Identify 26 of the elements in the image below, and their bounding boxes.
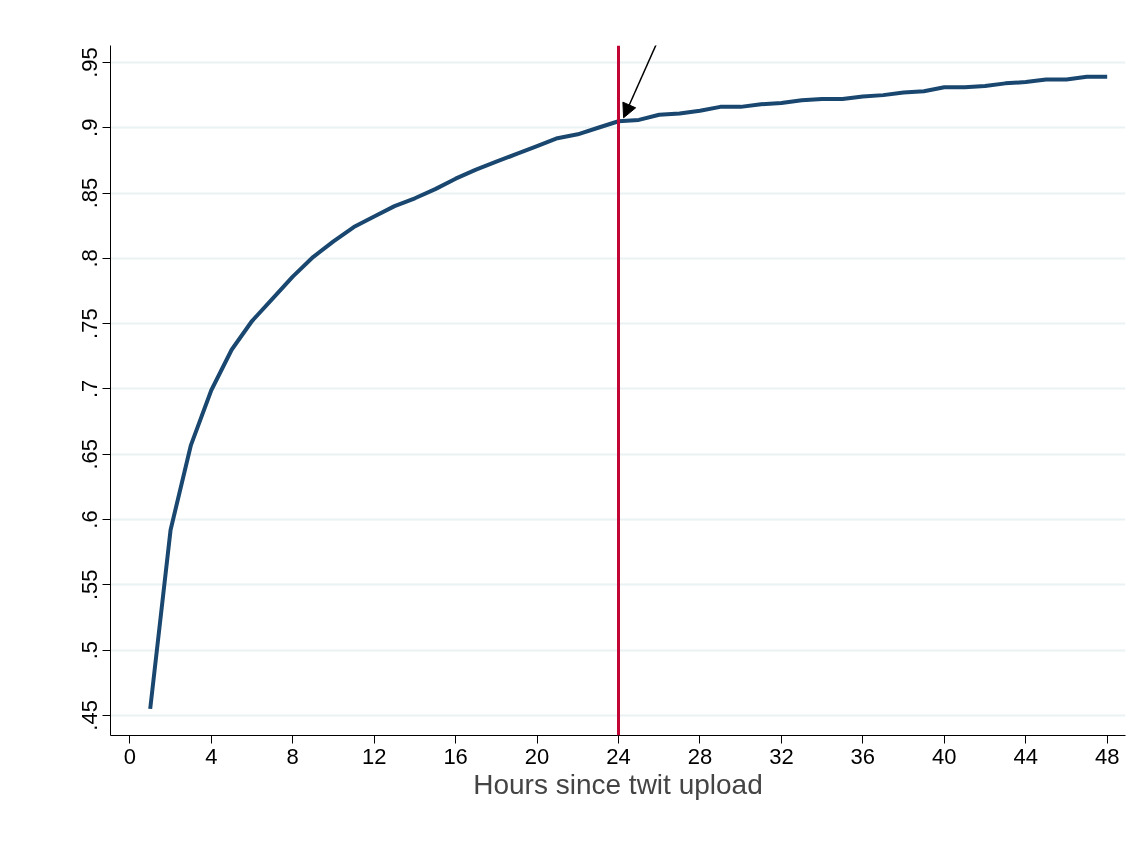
x-axis-title: Hours since twit upload [473,768,763,800]
x-tick-label: 24 [606,743,631,769]
x-tick-label: 4 [205,743,218,769]
x-tick-label: 32 [769,743,794,769]
x-tick-label: 12 [361,743,387,769]
x-tick-label: 48 [1094,743,1120,769]
y-tick-label: .95 [77,47,103,78]
y-tick-label: .45 [77,700,103,731]
line-series [148,74,1110,711]
y-tick-label: .7 [77,379,103,399]
y-tick-label: .6 [77,510,103,529]
x-tick-label: 8 [286,743,299,769]
x-tick-label: 36 [850,743,876,769]
x-tick-label: 40 [932,743,957,769]
y-tick-label: .65 [77,438,103,470]
y-tick-label: .75 [77,308,103,339]
y-tick-label: .85 [77,177,103,209]
y-tick-label: .5 [77,640,103,660]
x-tick-label: 44 [1013,743,1038,769]
y-tick-label: .9 [77,118,103,137]
x-tick-label: 20 [524,743,550,769]
y-tick-label: .55 [77,569,103,601]
x-tick-label: 28 [687,743,713,769]
x-tick-label: 16 [443,743,468,769]
x-tick-label: 0 [123,743,136,769]
y-tick-label: .8 [77,249,103,268]
